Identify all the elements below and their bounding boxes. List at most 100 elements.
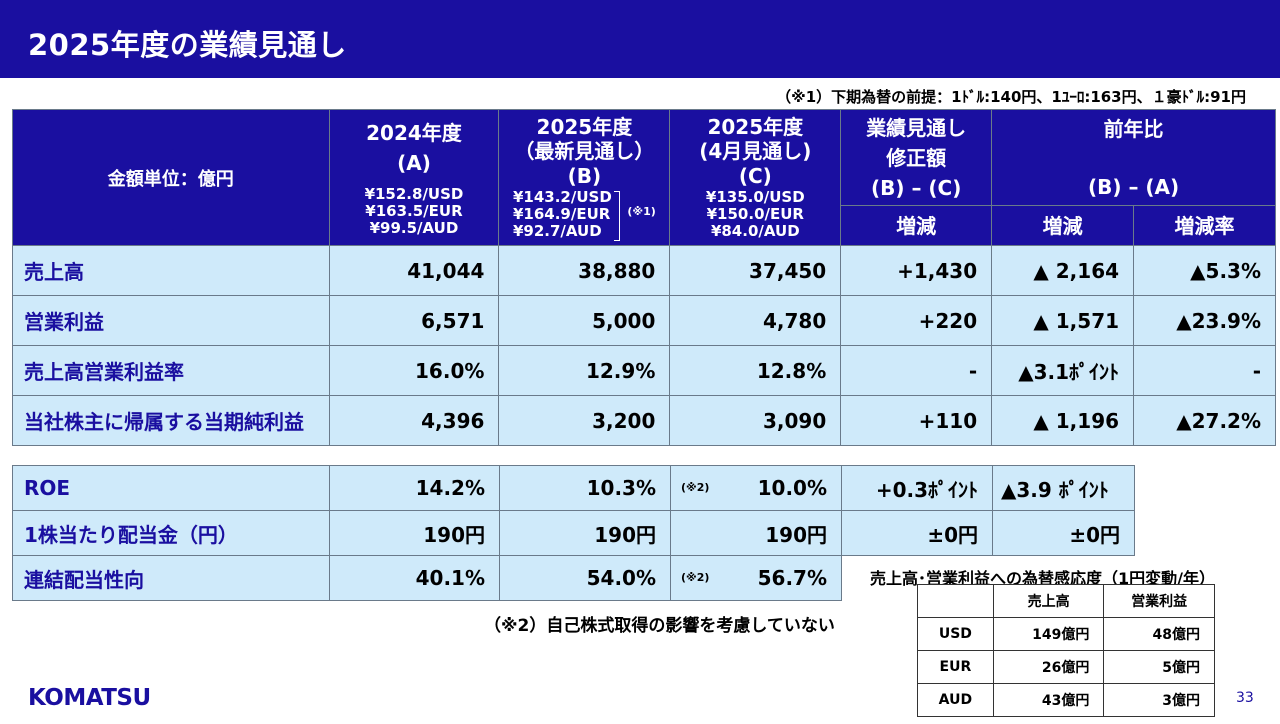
cell-b: 38,880	[498, 245, 671, 296]
title-underline	[0, 78, 1280, 84]
footnote-2: （※2）自己株式取得の影響を考慮していない	[484, 616, 835, 636]
header-cell: 売上高	[992, 584, 1105, 618]
cell-c: 37,450	[669, 245, 842, 296]
page-title: 2025年度の業績見通し	[28, 28, 347, 62]
row-label: 売上高	[12, 245, 330, 296]
col-rev-header: 業績見通し 修正額 (B) – (C)	[840, 109, 993, 206]
title-bar: 2025年度の業績見通し	[0, 0, 1280, 78]
note-ref: (※2)	[681, 571, 710, 584]
cell-yoy-rate: ▲27.2%	[1133, 395, 1276, 446]
col-yoy-sub: (B) – (A)	[1087, 174, 1180, 199]
cell-c-value: 56.7%	[757, 566, 827, 590]
row-label: 売上高営業利益率	[12, 345, 330, 396]
header-cell	[917, 584, 994, 618]
cell-a: 40.1%	[329, 555, 500, 601]
unit-label: 金額単位：億円	[107, 168, 234, 190]
note-ref	[671, 519, 681, 524]
col-b-header: 2025年度 （最新見通し） (B) ¥143.2/USD ¥164.9/EUR…	[498, 109, 671, 246]
cell-c-value: 190円	[765, 522, 827, 547]
cell-c: 190円	[670, 510, 842, 556]
cell-yoy-rate: ▲23.9%	[1133, 295, 1276, 346]
sales-cell: 149億円	[992, 617, 1105, 651]
col-b-rate-eur: ¥164.9/EUR	[512, 205, 611, 223]
cell-yoy: ▲ 1,196	[991, 395, 1135, 446]
unit-header: 金額単位：億円	[12, 109, 330, 246]
table-row: 1株当たり配当金（円） 190円 190円 190円 ±0円 ±0円	[12, 510, 1135, 556]
row-label: ROE	[12, 465, 330, 511]
sales-cell: 26億円	[992, 650, 1105, 684]
cell-yoy-rate: ▲5.3%	[1133, 245, 1276, 296]
currency-cell: USD	[917, 617, 994, 651]
col-c-header: 2025年度 (4月見通し) (C) ¥135.0/USD ¥150.0/EUR…	[669, 109, 842, 246]
op-cell: 48億円	[1103, 617, 1215, 651]
sensitivity-title: 売上高･営業利益への為替感応度（1円変動/年）	[870, 569, 1215, 588]
table-row: 売上高 41,044 38,880 37,450 +1,430 ▲ 2,164 …	[12, 245, 1276, 296]
cell-rev: +1,430	[840, 245, 993, 296]
row-label: 1株当たり配当金（円）	[12, 510, 330, 556]
col-a-rate-eur: ¥163.5/EUR	[365, 202, 463, 220]
cell-b: 12.9%	[498, 345, 671, 396]
col-rev-change: 増減	[840, 205, 993, 246]
cell-yoy: ▲ 1,571	[991, 295, 1135, 346]
table-row: 連結配当性向 40.1% 54.0% (※2) 56.7%	[12, 555, 1135, 601]
cell-b: 54.0%	[499, 555, 671, 601]
table-header-row: 売上高 営業利益	[917, 584, 1215, 618]
forecast-table: 金額単位：億円 2024年度 (A) ¥152.8/USD ¥163.5/EUR…	[12, 109, 1276, 446]
col-c-title2: (4月見通し)	[699, 139, 812, 163]
col-a-header: 2024年度 (A) ¥152.8/USD ¥163.5/EUR ¥99.5/A…	[328, 109, 500, 246]
currency-cell: EUR	[917, 650, 994, 684]
cell-c: 4,780	[669, 295, 842, 346]
cell-yoy: ▲3.9 ﾎﾟｲﾝﾄ	[992, 465, 1135, 511]
table-row: EUR 26億円 5億円	[917, 650, 1215, 684]
cell-a: 4,396	[328, 395, 500, 446]
currency-cell: AUD	[917, 683, 994, 717]
page-number: 33	[1236, 690, 1254, 706]
cell-b: 10.3%	[499, 465, 671, 511]
col-yoy-title: 前年比	[1103, 116, 1164, 141]
cell-a: 190円	[329, 510, 500, 556]
col-rev-sub: (B) – (C)	[870, 175, 962, 200]
cell-a: 16.0%	[328, 345, 500, 396]
col-b-sub: (B)	[567, 164, 602, 188]
table-row: 当社株主に帰属する当期純利益 4,396 3,200 3,090 +110 ▲ …	[12, 395, 1276, 446]
fx-note-ref: (※1)	[627, 205, 656, 218]
col-c-sub: (C)	[738, 164, 772, 188]
cell-b: 190円	[499, 510, 671, 556]
col-b-rate-usd: ¥143.2/USD	[512, 188, 612, 206]
row-label: 営業利益	[12, 295, 330, 346]
col-a-sub: (A)	[397, 151, 431, 175]
op-cell: 3億円	[1103, 683, 1215, 717]
col-b-title2: （最新見通し）	[514, 139, 655, 163]
col-a-rate-usd: ¥152.8/USD	[364, 185, 464, 203]
col-c-title: 2025年度	[707, 115, 804, 139]
cell-c: 3,090	[669, 395, 842, 446]
cell-rev: +110	[840, 395, 993, 446]
table-row: ROE 14.2% 10.3% (※2) 10.0% +0.3ﾎﾟｲﾝﾄ ▲3.9…	[12, 465, 1135, 511]
col-c-rate-aud: ¥84.0/AUD	[710, 222, 800, 240]
table-row: 営業利益 6,571 5,000 4,780 +220 ▲ 1,571 ▲23.…	[12, 295, 1276, 346]
note-ref: (※2)	[681, 481, 710, 494]
table-row: 売上高営業利益率 16.0% 12.9% 12.8% - ▲3.1ﾎﾟｲﾝﾄ -	[12, 345, 1276, 396]
col-b-title: 2025年度	[536, 115, 633, 139]
cell-rev: ±0円	[841, 510, 993, 556]
table-row: AUD 43億円 3億円	[917, 683, 1215, 717]
cell-a: 6,571	[328, 295, 500, 346]
bracket-icon	[613, 191, 620, 241]
cell-a: 41,044	[328, 245, 500, 296]
col-yoy-rate: 増減率	[1133, 205, 1276, 246]
row-label: 当社株主に帰属する当期純利益	[12, 395, 330, 446]
fx-sensitivity-table: 売上高 営業利益 USD 149億円 48億円 EUR 26億円 5億円 AUD…	[917, 584, 1215, 717]
col-rev-title2: 修正額	[886, 145, 947, 170]
cell-rev: +0.3ﾎﾟｲﾝﾄ	[841, 465, 993, 511]
cell-b: 3,200	[498, 395, 671, 446]
col-c-rate-usd: ¥135.0/USD	[705, 188, 805, 206]
cell-yoy: ▲3.1ﾎﾟｲﾝﾄ	[991, 345, 1135, 396]
cell-c: (※2) 10.0%	[670, 465, 842, 511]
col-yoy-header: 前年比 (B) – (A)	[991, 109, 1276, 206]
row-label: 連結配当性向	[12, 555, 330, 601]
op-cell: 5億円	[1103, 650, 1215, 684]
roe-dividend-table: ROE 14.2% 10.3% (※2) 10.0% +0.3ﾎﾟｲﾝﾄ ▲3.9…	[12, 465, 1135, 601]
header-cell: 営業利益	[1103, 584, 1215, 618]
cell-a: 14.2%	[329, 465, 500, 511]
col-yoy-change: 増減	[991, 205, 1135, 246]
